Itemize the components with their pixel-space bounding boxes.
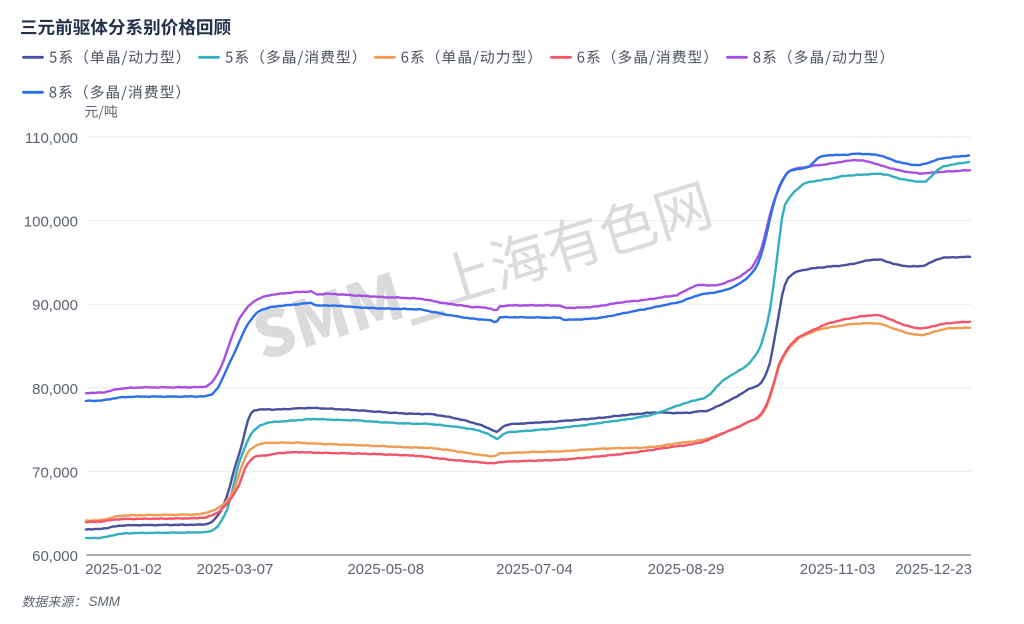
svg-text:2025-05-08: 2025-05-08 (347, 561, 424, 578)
svg-text:2025-12-23: 2025-12-23 (895, 561, 972, 578)
svg-text:2025-01-02: 2025-01-02 (85, 561, 162, 578)
svg-text:70,000: 70,000 (32, 464, 78, 481)
svg-text:SMM: SMM (89, 594, 121, 609)
svg-text:2025-11-03: 2025-11-03 (800, 561, 876, 578)
svg-text:60,000: 60,000 (32, 548, 78, 565)
svg-text:90,000: 90,000 (32, 297, 78, 314)
svg-text:2025-03-07: 2025-03-07 (197, 561, 274, 578)
svg-text:2025-07-04: 2025-07-04 (496, 561, 573, 578)
svg-text:110,000: 110,000 (25, 130, 78, 147)
svg-text:100,000: 100,000 (24, 214, 78, 231)
svg-text:2025-08-29: 2025-08-29 (648, 561, 725, 578)
svg-text:80,000: 80,000 (32, 381, 78, 398)
